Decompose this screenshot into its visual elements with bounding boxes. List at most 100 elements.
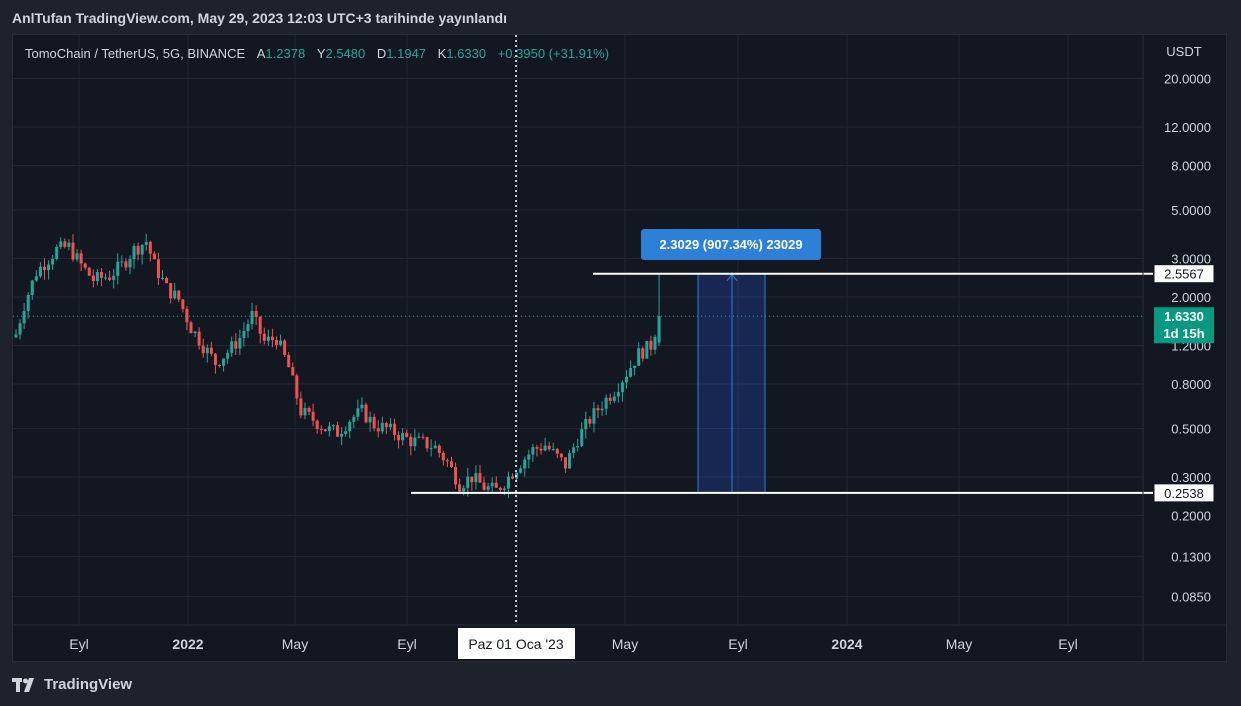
candle-body[interactable] — [494, 482, 498, 488]
candle-body[interactable] — [156, 259, 160, 279]
candle-body[interactable] — [445, 460, 449, 462]
candle-body[interactable] — [474, 473, 478, 483]
candle-body[interactable] — [531, 447, 535, 455]
candle-body[interactable] — [555, 448, 559, 454]
candle-body[interactable] — [620, 382, 624, 393]
candle-body[interactable] — [83, 263, 87, 268]
candle-body[interactable] — [185, 308, 189, 323]
candle-body[interactable] — [449, 461, 453, 468]
candle-body[interactable] — [641, 348, 645, 359]
candle-body[interactable] — [169, 283, 173, 299]
candle-body[interactable] — [380, 422, 384, 432]
candle-body[interactable] — [551, 448, 555, 450]
chart-frame[interactable]: 2.3029 (907.34%) 23029 USDT 20.0000 12.0000… — [12, 34, 1227, 662]
candle-body[interactable] — [226, 352, 230, 359]
candle-body[interactable] — [299, 398, 303, 416]
candle-body[interactable] — [213, 353, 217, 365]
candle-body[interactable] — [629, 368, 633, 377]
candle-body[interactable] — [303, 407, 307, 416]
candle-body[interactable] — [331, 425, 335, 427]
candle-body[interactable] — [246, 324, 250, 331]
candle-body[interactable] — [519, 468, 523, 473]
candle-body[interactable] — [201, 345, 205, 354]
candle-body[interactable] — [327, 426, 331, 432]
candle-body[interactable] — [604, 397, 608, 409]
candle-body[interactable] — [543, 445, 547, 451]
candle-body[interactable] — [266, 336, 270, 341]
candle-body[interactable] — [364, 404, 368, 423]
candle-body[interactable] — [270, 336, 274, 340]
candle-body[interactable] — [397, 434, 401, 441]
candle-body[interactable] — [360, 404, 364, 409]
candle-body[interactable] — [462, 487, 466, 492]
candle-body[interactable] — [315, 420, 319, 430]
candle-body[interactable] — [120, 261, 124, 263]
candle-body[interactable] — [649, 340, 653, 350]
candle-body[interactable] — [148, 241, 152, 254]
candle-body[interactable] — [238, 337, 242, 349]
candle-body[interactable] — [625, 376, 628, 383]
candle-body[interactable] — [340, 433, 344, 437]
candle-body[interactable] — [254, 310, 258, 317]
candle-body[interactable] — [189, 322, 193, 334]
candle-body[interactable] — [71, 242, 75, 260]
candle-body[interactable] — [441, 452, 445, 461]
candle-body[interactable] — [99, 272, 103, 278]
candle-body[interactable] — [637, 348, 641, 366]
candle-body[interactable] — [38, 266, 42, 277]
candle-body[interactable] — [274, 339, 278, 345]
candle-body[interactable] — [323, 429, 327, 432]
candle-body[interactable] — [26, 294, 30, 312]
candle-body[interactable] — [600, 408, 604, 411]
candle-body[interactable] — [205, 347, 209, 354]
candle-body[interactable] — [539, 448, 543, 451]
candle-body[interactable] — [22, 311, 26, 324]
candle-body[interactable] — [124, 261, 128, 268]
candle-body[interactable] — [283, 340, 287, 356]
candle-body[interactable] — [87, 267, 91, 276]
candle-body[interactable] — [140, 244, 144, 255]
candle-body[interactable] — [653, 336, 657, 350]
candle-body[interactable] — [429, 448, 433, 450]
candle-body[interactable] — [47, 264, 51, 271]
candle-body[interactable] — [222, 358, 226, 366]
candle-body[interactable] — [393, 423, 397, 435]
candle-body[interactable] — [262, 333, 266, 341]
candle-body[interactable] — [307, 407, 311, 412]
candle-body[interactable] — [218, 364, 221, 366]
candle-body[interactable] — [34, 276, 38, 281]
candle-body[interactable] — [51, 258, 55, 265]
candle-body[interactable] — [55, 246, 59, 259]
candle-body[interactable] — [523, 459, 527, 469]
candle-body[interactable] — [112, 275, 116, 280]
candle-body[interactable] — [478, 473, 482, 483]
candle-body[interactable] — [295, 375, 299, 399]
candle-body[interactable] — [42, 266, 46, 271]
candle-body[interactable] — [79, 253, 83, 264]
candle-body[interactable] — [197, 331, 201, 346]
price-chart[interactable]: 2.3029 (907.34%) 23029 USDT 20.0000 12.0000… — [13, 35, 1226, 661]
candle-body[interactable] — [356, 408, 360, 417]
candle-body[interactable] — [527, 454, 531, 460]
candle-body[interactable] — [368, 416, 372, 423]
candle-body[interactable] — [490, 482, 494, 487]
candle-body[interactable] — [116, 261, 120, 276]
candle-body[interactable] — [193, 331, 197, 334]
candle-body[interactable] — [234, 341, 238, 349]
candle-body[interactable] — [258, 316, 262, 334]
candle-body[interactable] — [572, 447, 576, 453]
candle-body[interactable] — [437, 445, 441, 453]
candle-body[interactable] — [596, 408, 600, 411]
candle-body[interactable] — [612, 396, 616, 402]
candle-body[interactable] — [608, 397, 612, 402]
candle-body[interactable] — [144, 241, 148, 245]
candle-body[interactable] — [535, 447, 539, 449]
candle-body[interactable] — [104, 277, 108, 279]
candle-body[interactable] — [511, 476, 515, 479]
candle-body[interactable] — [344, 431, 348, 434]
candle-body[interactable] — [279, 340, 283, 345]
candle-body[interactable] — [401, 432, 405, 441]
candle-body[interactable] — [152, 253, 156, 260]
candle-body[interactable] — [230, 341, 234, 353]
candle-body[interactable] — [209, 347, 213, 354]
